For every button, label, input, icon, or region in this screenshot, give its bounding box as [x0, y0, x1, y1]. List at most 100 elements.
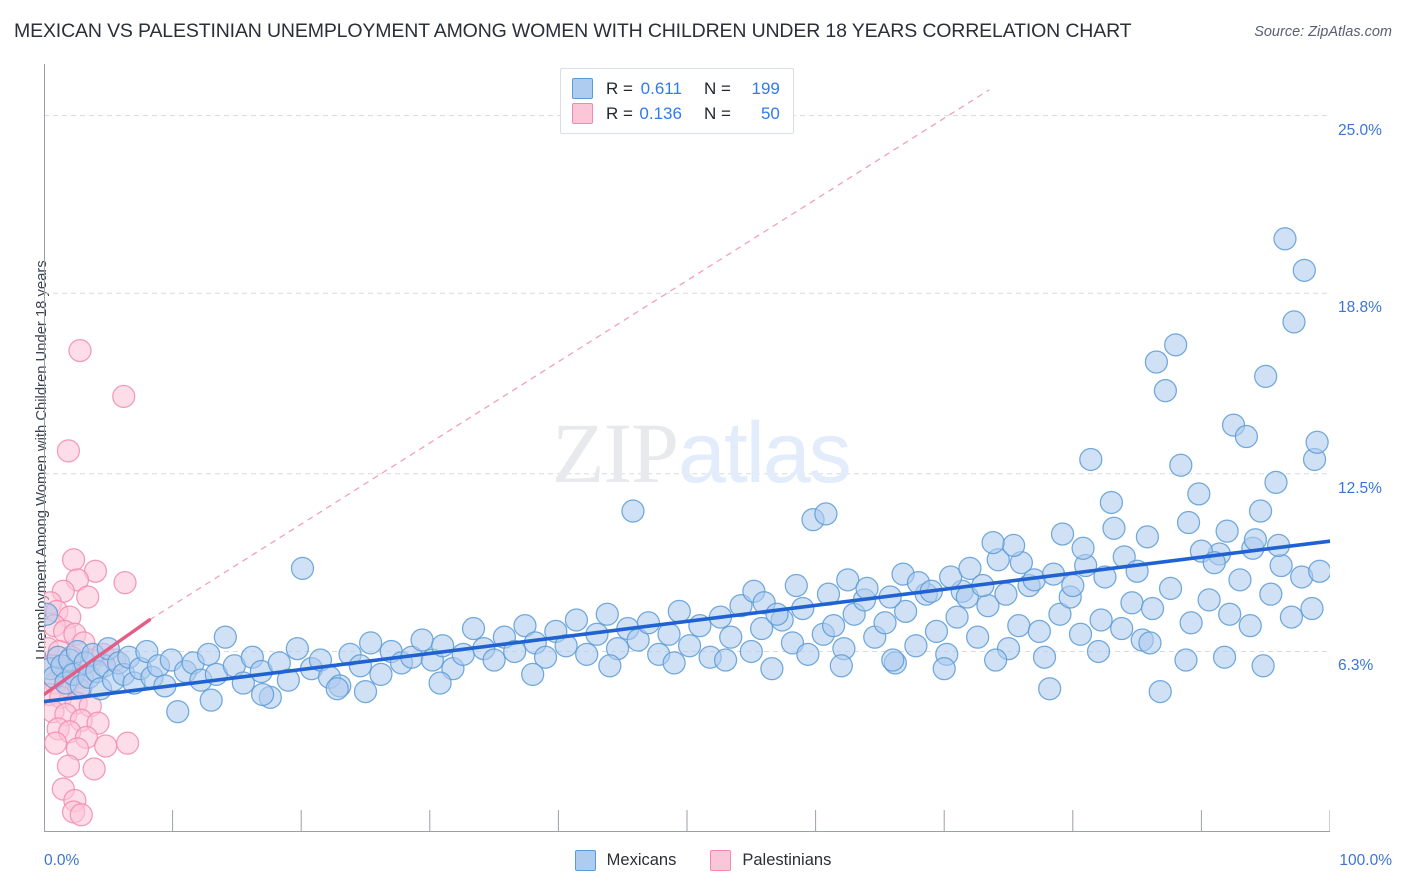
data-point: [932, 657, 956, 681]
data-point: [598, 654, 622, 678]
data-point: [1308, 559, 1330, 583]
plot-area: [44, 64, 1330, 832]
data-point: [166, 700, 190, 724]
y-tick-label: 18.8%: [1338, 299, 1382, 317]
data-point: [1254, 364, 1278, 388]
data-point: [1144, 350, 1169, 374]
x-tick-label-max: 100.0%: [1339, 852, 1392, 869]
n-label: N =: [703, 78, 731, 98]
data-point: [765, 602, 789, 626]
data-point: [1071, 536, 1095, 560]
blue-swatch-icon: [574, 850, 596, 871]
legend-label-palestinians: Palestinians: [742, 851, 832, 869]
data-point: [1176, 510, 1201, 535]
data-point: [945, 605, 969, 629]
data-point: [1048, 602, 1072, 626]
n-label: N =: [703, 103, 731, 123]
data-point: [1120, 591, 1144, 615]
data-point: [760, 657, 784, 681]
data-point: [821, 614, 846, 638]
data-point: [1218, 602, 1242, 626]
data-point: [595, 602, 619, 626]
data-point: [1079, 447, 1103, 472]
data-point: [1158, 576, 1183, 601]
data-point: [881, 648, 905, 672]
data-point: [1212, 645, 1237, 669]
data-point: [285, 636, 309, 661]
data-point: [213, 625, 237, 649]
data-point: [503, 639, 527, 664]
data-point: [836, 568, 860, 592]
data-point: [1027, 619, 1051, 644]
data-point: [61, 548, 86, 572]
blue-swatch-icon: [572, 78, 593, 99]
data-point: [1032, 645, 1057, 669]
data-point: [677, 634, 702, 658]
data-point: [482, 648, 506, 672]
data-point: [1251, 654, 1275, 678]
data-point: [667, 599, 691, 623]
data-point: [94, 734, 118, 758]
data-point: [1086, 639, 1111, 664]
data-point: [984, 648, 1008, 672]
data-point: [115, 731, 140, 755]
data-point: [1300, 596, 1324, 621]
r-value: 0.611: [640, 78, 682, 98]
series-points-palestinians: [44, 338, 140, 827]
data-point: [966, 625, 990, 649]
r-label: R =: [606, 78, 633, 98]
page-title: MEXICAN VS PALESTINIAN UNEMPLOYMENT AMON…: [14, 20, 1132, 42]
data-point: [1169, 453, 1193, 477]
y-tick-label: 25.0%: [1338, 121, 1382, 139]
data-point: [199, 688, 223, 712]
data-point: [250, 682, 275, 707]
data-point: [1264, 470, 1288, 495]
data-point: [1234, 424, 1259, 449]
data-point: [829, 654, 853, 678]
data-point: [1002, 533, 1026, 558]
data-point: [1148, 679, 1172, 704]
data-point: [325, 677, 349, 701]
data-point: [44, 731, 68, 755]
data-point: [1238, 614, 1262, 638]
data-point: [82, 757, 106, 781]
data-point: [739, 639, 763, 664]
r-value: 0.136: [639, 103, 682, 123]
data-point: [1259, 582, 1283, 606]
data-point: [369, 662, 393, 687]
data-point: [904, 634, 928, 658]
data-point: [353, 679, 378, 704]
data-point: [196, 642, 221, 666]
data-point: [1089, 608, 1113, 632]
pink-swatch-icon: [710, 850, 732, 871]
data-point: [873, 611, 897, 635]
data-point: [1228, 568, 1252, 592]
data-point: [359, 631, 383, 655]
data-point: [1215, 519, 1239, 543]
data-point: [994, 582, 1018, 606]
data-point: [56, 439, 81, 463]
data-point: [1164, 333, 1188, 357]
data-point: [796, 642, 820, 666]
data-point: [1140, 596, 1165, 621]
data-point: [1007, 614, 1031, 638]
data-point: [1187, 482, 1211, 506]
data-point: [1061, 573, 1085, 598]
legend-item-mexicans[interactable]: Mexicans: [574, 850, 677, 871]
data-point: [1068, 622, 1093, 646]
series-legend: Mexicans Palestinians: [0, 850, 1406, 871]
data-point: [1099, 490, 1124, 515]
data-point: [112, 384, 136, 409]
data-point: [749, 616, 774, 641]
data-point: [521, 662, 545, 687]
data-point: [657, 622, 681, 646]
legend-label-mexicans: Mexicans: [606, 851, 677, 869]
data-point: [636, 611, 661, 635]
data-point: [981, 530, 1005, 555]
data-point: [76, 585, 100, 609]
data-point: [1269, 553, 1293, 578]
n-value: 50: [760, 103, 780, 123]
data-point: [564, 608, 589, 632]
data-point: [924, 619, 949, 644]
legend-item-palestinians[interactable]: Palestinians: [710, 850, 831, 871]
